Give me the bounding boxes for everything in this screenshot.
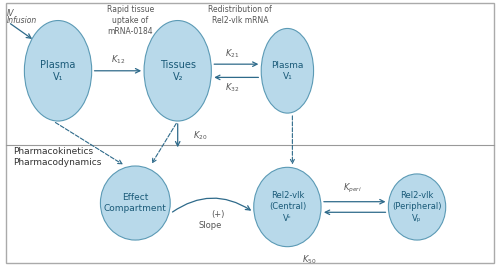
Text: $K_{12}$: $K_{12}$ (110, 54, 125, 66)
Text: Infusion: Infusion (6, 16, 37, 25)
Ellipse shape (144, 21, 212, 121)
Text: Slope: Slope (198, 221, 222, 230)
Text: Redistribution of
Rel2-vlk mRNA: Redistribution of Rel2-vlk mRNA (208, 5, 272, 25)
Ellipse shape (100, 166, 170, 240)
Ellipse shape (24, 21, 92, 121)
Text: Pharmacokinetics: Pharmacokinetics (13, 147, 94, 156)
Text: Plasma
V₁: Plasma V₁ (40, 59, 76, 82)
Text: Effect
Compartment: Effect Compartment (104, 193, 167, 213)
Text: Rel2-vlk
(Central)
Vᶜ: Rel2-vlk (Central) Vᶜ (269, 191, 306, 223)
Ellipse shape (388, 174, 446, 240)
Text: Pharmacodynamics: Pharmacodynamics (13, 158, 102, 167)
Text: $K_{20}$: $K_{20}$ (192, 129, 207, 142)
Text: IV: IV (6, 9, 14, 17)
FancyBboxPatch shape (6, 3, 494, 263)
Text: (+): (+) (211, 210, 224, 219)
Text: $K_{50}$: $K_{50}$ (302, 254, 317, 266)
Text: Plasma
V₁: Plasma V₁ (271, 61, 304, 81)
Text: $K_{peri}$: $K_{peri}$ (343, 182, 361, 195)
Text: $K_{21}$: $K_{21}$ (226, 47, 239, 60)
Text: Rel2-vlk
(Peripheral)
Vₚ: Rel2-vlk (Peripheral) Vₚ (392, 191, 442, 223)
Ellipse shape (254, 167, 321, 247)
Text: $K_{32}$: $K_{32}$ (226, 82, 239, 94)
Ellipse shape (261, 28, 314, 113)
Text: Rapid tissue
uptake of
mRNA-0184: Rapid tissue uptake of mRNA-0184 (106, 5, 154, 36)
Text: Tissues
V₂: Tissues V₂ (160, 59, 196, 82)
